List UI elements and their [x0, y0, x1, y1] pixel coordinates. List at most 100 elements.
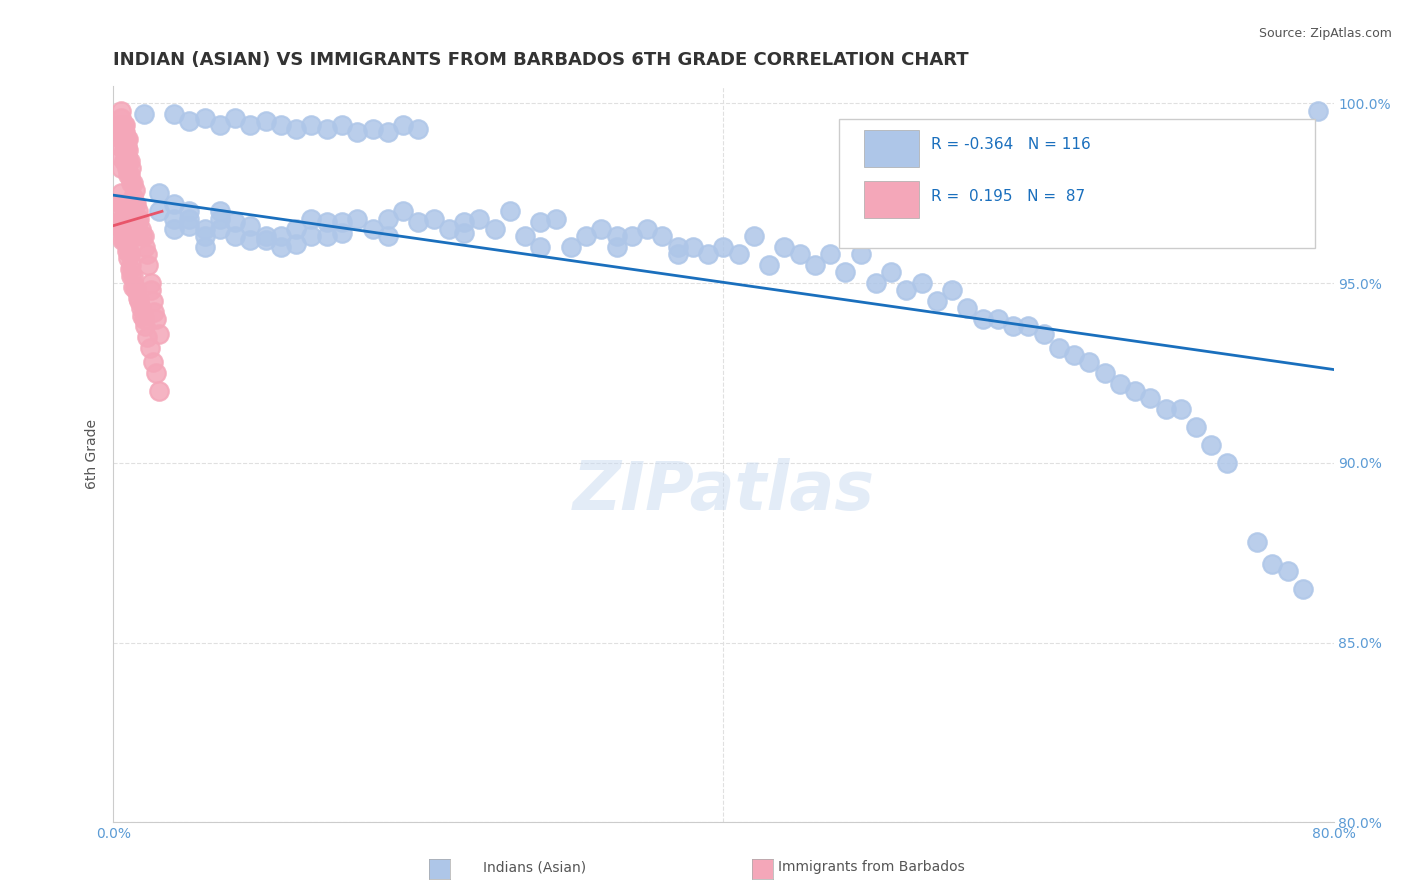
Point [697, 247, 720, 261]
Point [112, 143, 135, 157]
Point [484, 222, 506, 236]
Point [925, 294, 948, 309]
Point [122, 268, 145, 283]
Point [315, 229, 337, 244]
Text: R = -0.364   N = 116: R = -0.364 N = 116 [931, 137, 1091, 152]
Point [117, 143, 139, 157]
Point [377, 229, 399, 244]
Point [112, 118, 135, 132]
Point [1277, 564, 1299, 578]
Point [117, 240, 139, 254]
Point [127, 215, 149, 229]
Point [110, 186, 132, 201]
Point [315, 121, 337, 136]
Point [330, 215, 353, 229]
Point [896, 284, 918, 298]
Text: Source: ZipAtlas.com: Source: ZipAtlas.com [1258, 27, 1392, 40]
Point [254, 114, 277, 128]
Point [1032, 326, 1054, 341]
Point [437, 222, 460, 236]
Point [666, 247, 689, 261]
Point [134, 240, 156, 254]
Point [141, 277, 163, 291]
Point [880, 265, 903, 279]
Point [453, 226, 475, 240]
Point [121, 268, 143, 283]
Point [124, 197, 146, 211]
Point [128, 211, 150, 226]
Point [114, 125, 136, 139]
Point [110, 139, 132, 153]
Point [118, 261, 141, 276]
Text: ZIPatlas: ZIPatlas [572, 458, 875, 524]
Point [987, 312, 1010, 326]
Point [136, 258, 159, 272]
Point [115, 244, 138, 258]
Point [131, 309, 153, 323]
Point [129, 222, 152, 236]
Point [711, 240, 734, 254]
Point [111, 211, 134, 226]
Point [139, 341, 162, 355]
Point [112, 222, 135, 236]
Point [179, 114, 201, 128]
Point [145, 366, 167, 380]
Point [956, 301, 979, 316]
Point [285, 236, 308, 251]
Point [114, 222, 136, 236]
Point [575, 229, 598, 244]
Point [208, 118, 231, 132]
Point [111, 222, 134, 236]
Point [529, 215, 551, 229]
Point [142, 355, 165, 369]
Point [179, 219, 201, 233]
Point [114, 132, 136, 146]
Point [128, 294, 150, 309]
Point [591, 222, 613, 236]
Point [125, 284, 148, 298]
Point [742, 229, 765, 244]
Point [125, 197, 148, 211]
Text: Immigrants from Barbados: Immigrants from Barbados [779, 860, 965, 874]
Point [285, 121, 308, 136]
Point [818, 247, 841, 261]
Point [301, 229, 323, 244]
FancyBboxPatch shape [863, 181, 918, 219]
Point [727, 247, 749, 261]
Point [115, 233, 138, 247]
Point [132, 312, 155, 326]
Point [118, 247, 141, 261]
Point [110, 161, 132, 176]
Point [127, 291, 149, 305]
Point [132, 107, 155, 121]
FancyBboxPatch shape [863, 129, 918, 167]
Point [239, 219, 262, 233]
Point [789, 247, 811, 261]
Point [148, 204, 170, 219]
Point [773, 240, 796, 254]
Point [1261, 557, 1284, 571]
Point [1017, 319, 1039, 334]
Point [121, 258, 143, 272]
Point [115, 139, 138, 153]
Point [118, 153, 141, 168]
Point [143, 305, 166, 319]
Point [122, 280, 145, 294]
Point [453, 215, 475, 229]
Point [330, 118, 353, 132]
Point [179, 204, 201, 219]
Point [110, 197, 132, 211]
Point [346, 211, 368, 226]
Point [1201, 438, 1223, 452]
Point [208, 204, 231, 219]
Point [377, 125, 399, 139]
Point [406, 215, 429, 229]
Point [377, 211, 399, 226]
Point [148, 186, 170, 201]
Point [834, 265, 856, 279]
Point [315, 215, 337, 229]
Point [127, 204, 149, 219]
Point [163, 211, 186, 226]
Point [666, 240, 689, 254]
Point [117, 132, 139, 146]
